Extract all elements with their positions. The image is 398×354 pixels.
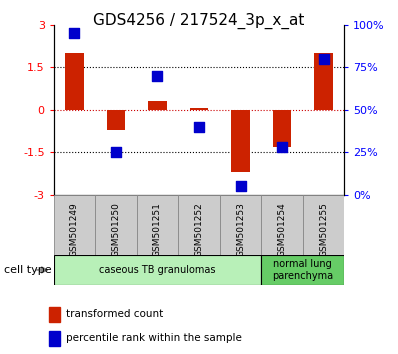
- Text: transformed count: transformed count: [66, 309, 163, 319]
- Bar: [49, 307, 60, 322]
- Point: [71, 30, 78, 36]
- Point: [113, 149, 119, 155]
- Bar: [273, 110, 291, 147]
- Bar: [54, 255, 261, 285]
- Bar: [54, 195, 95, 255]
- Text: GDS4256 / 217524_3p_x_at: GDS4256 / 217524_3p_x_at: [93, 12, 305, 29]
- Point: [237, 183, 244, 189]
- Text: GSM501254: GSM501254: [277, 202, 287, 257]
- Bar: [65, 53, 84, 110]
- Point: [154, 73, 161, 79]
- Bar: [190, 108, 208, 110]
- Text: cell type: cell type: [4, 265, 52, 275]
- Point: [279, 144, 285, 150]
- Point: [196, 124, 202, 130]
- Text: normal lung
parenchyma: normal lung parenchyma: [272, 259, 334, 281]
- Bar: [261, 195, 303, 255]
- Text: GSM501250: GSM501250: [111, 202, 121, 257]
- Text: GSM501253: GSM501253: [236, 202, 245, 257]
- Bar: [314, 53, 333, 110]
- Bar: [107, 110, 125, 130]
- Text: percentile rank within the sample: percentile rank within the sample: [66, 333, 242, 343]
- Bar: [148, 101, 167, 110]
- Bar: [231, 110, 250, 172]
- Bar: [49, 331, 60, 346]
- Bar: [303, 195, 344, 255]
- Text: GSM501251: GSM501251: [153, 202, 162, 257]
- Text: GSM501249: GSM501249: [70, 202, 79, 257]
- Text: caseous TB granulomas: caseous TB granulomas: [99, 265, 216, 275]
- Bar: [178, 195, 220, 255]
- Point: [320, 56, 327, 62]
- Bar: [95, 195, 137, 255]
- Text: GSM501255: GSM501255: [319, 202, 328, 257]
- Bar: [220, 195, 261, 255]
- Bar: [137, 195, 178, 255]
- Text: GSM501252: GSM501252: [195, 202, 203, 257]
- Bar: [261, 255, 344, 285]
